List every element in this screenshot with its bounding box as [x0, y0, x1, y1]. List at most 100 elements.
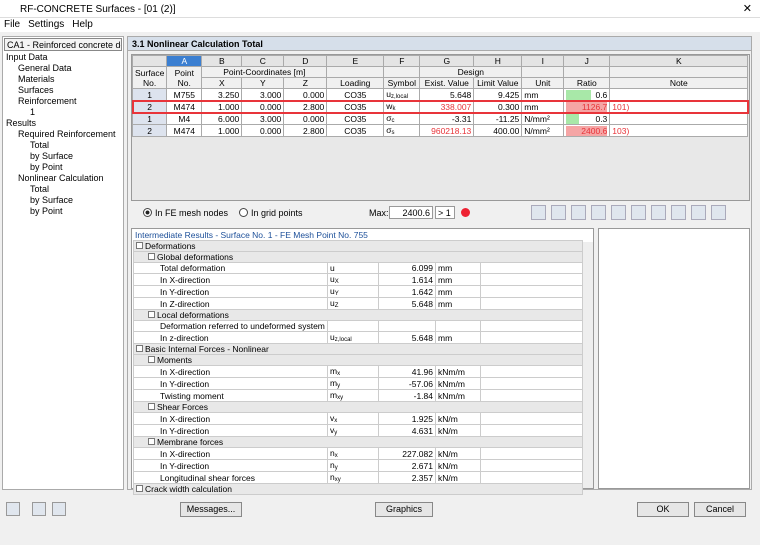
menu-item[interactable]: Help — [72, 19, 93, 30]
cell: 0.300 — [473, 100, 523, 113]
tree-item[interactable]: Total — [30, 140, 50, 150]
header: Ratio — [563, 77, 611, 89]
symbol-base: n — [330, 448, 335, 459]
result-label: Basic Internal Forces - Nonlinear — [132, 343, 584, 355]
tool-icon[interactable] — [591, 205, 606, 220]
result-value — [378, 320, 436, 332]
label-text: In Z-direction — [160, 298, 210, 309]
tree-item[interactable]: by Point — [30, 206, 63, 216]
symbol-base: m — [330, 378, 338, 389]
tree-item[interactable]: Materials — [18, 74, 55, 84]
symbol-sub: c — [391, 118, 395, 124]
tree-item[interactable]: Input Data — [6, 52, 48, 62]
expander[interactable] — [148, 356, 155, 363]
result-row: In Y-direction ny 2.671 kN/m — [133, 459, 584, 472]
symbol-sub: x — [337, 371, 341, 377]
result-row: In X-direction mx 41.96 kNm/m — [133, 365, 584, 378]
column-letter: H — [473, 55, 523, 67]
table-row[interactable]: 2 M474 1.000 0.000 2.800 CO35 wk 338.007 0.300 mm… — [132, 99, 749, 114]
alert-icon — [461, 208, 470, 217]
header: Limit Value — [473, 77, 523, 89]
graphics-button[interactable]: Graphics — [375, 502, 433, 517]
import-icon[interactable] — [32, 502, 46, 516]
menu-item[interactable]: Settings — [28, 19, 65, 30]
expander[interactable] — [148, 438, 155, 445]
expander[interactable] — [148, 311, 155, 318]
result-row: Shear Forces — [132, 401, 584, 413]
table-row[interactable]: 1 M4 6.000 3.000 0.000 CO35 σc -3.31 -11.25 N/mm²… — [132, 112, 749, 125]
export-icon[interactable] — [52, 502, 66, 516]
result-row: Total deformation u 6.099 mm — [133, 262, 584, 274]
label-text: In X-direction — [160, 274, 211, 285]
symbol-base: u — [386, 89, 392, 100]
blank — [479, 412, 584, 425]
cell: N/mm² — [521, 112, 565, 125]
label-text: Global deformations — [157, 252, 234, 262]
expander[interactable] — [136, 242, 143, 249]
tree-item[interactable]: Nonlinear Calculation — [18, 173, 104, 183]
menu-item[interactable]: File — [4, 19, 21, 30]
title-bar: RF-CONCRETE Surfaces - [01 (2)] ✕ — [0, 0, 760, 18]
ratio-text: 1126.7 — [581, 101, 608, 112]
expander[interactable] — [136, 345, 143, 352]
tool-icon[interactable] — [571, 205, 586, 220]
cancel-button[interactable]: Cancel — [694, 502, 746, 517]
expander[interactable] — [148, 253, 155, 260]
cell: 0.000 — [241, 124, 285, 137]
messages-button[interactable]: Messages... — [180, 502, 242, 517]
table-row[interactable]: 2 M474 1.000 0.000 2.800 CO35 σs 960218.13 400.0… — [132, 124, 749, 137]
scrollbar[interactable] — [582, 242, 593, 488]
tool-icon[interactable] — [691, 205, 706, 220]
radio-option[interactable]: In FE mesh nodes — [143, 208, 228, 218]
blank — [479, 389, 584, 402]
cell: 3.000 — [241, 112, 285, 125]
tool-icon[interactable] — [631, 205, 646, 220]
radio — [239, 208, 248, 217]
blank — [563, 66, 611, 78]
symbol-sub: z,local — [334, 337, 352, 343]
result-label: Deformations — [132, 240, 584, 252]
label-text: Membrane forces — [157, 437, 224, 447]
symbol-base: m — [330, 390, 338, 401]
table-row[interactable]: 1 M755 3.250 3.000 0.000 CO35 uz,local 5.648 9.4… — [132, 88, 749, 101]
cell: -3.31 — [419, 112, 475, 125]
case-select[interactable]: CA1 - Reinforced concrete desi — [4, 38, 122, 51]
ok-button[interactable]: OK — [637, 502, 689, 517]
tree-item[interactable]: Surfaces — [18, 85, 54, 95]
max-label: Max: — [369, 208, 389, 218]
symbol-base: w — [386, 101, 393, 112]
cell: σs — [383, 124, 421, 137]
max-check: > 1 — [435, 206, 455, 219]
tool-icon[interactable] — [551, 205, 566, 220]
tree-item[interactable]: Total — [30, 184, 50, 194]
tool-icon[interactable] — [531, 205, 546, 220]
tree-item[interactable]: Reinforcement — [18, 96, 77, 106]
symbol-sub: Z — [334, 303, 339, 309]
cell: mm — [521, 100, 565, 113]
cell: M474 — [166, 100, 203, 113]
radio-option[interactable]: In grid points — [239, 208, 303, 218]
tree-item[interactable]: Results — [6, 118, 37, 128]
tool-icon[interactable] — [611, 205, 626, 220]
expander[interactable] — [136, 485, 143, 492]
blank — [479, 273, 584, 286]
close[interactable]: ✕ — [742, 3, 752, 15]
tool-icon[interactable] — [651, 205, 666, 220]
tree-item[interactable]: General Data — [18, 63, 72, 73]
cell: 1.000 — [201, 124, 243, 137]
cell — [609, 88, 749, 101]
tree-item[interactable]: by Surface — [30, 195, 74, 205]
tree-item[interactable]: by Surface — [30, 151, 74, 161]
cell: 1 — [132, 112, 168, 125]
cell: 2.800 — [283, 100, 328, 113]
tree-item[interactable]: Required Reinforcement — [18, 129, 116, 139]
result-label: In Y-direction — [133, 459, 328, 472]
tool-icon[interactable] — [711, 205, 726, 220]
tool-icon[interactable] — [671, 205, 686, 220]
result-row: Longitudinal shear forces nxy 2.357 kN/m — [133, 471, 584, 484]
tree-item[interactable]: 1 — [30, 107, 36, 117]
expander[interactable] — [148, 403, 155, 410]
results-table: Deformations Global deformations Total def… — [132, 240, 584, 495]
help-icon[interactable] — [6, 502, 20, 516]
tree-item[interactable]: by Point — [30, 162, 63, 172]
